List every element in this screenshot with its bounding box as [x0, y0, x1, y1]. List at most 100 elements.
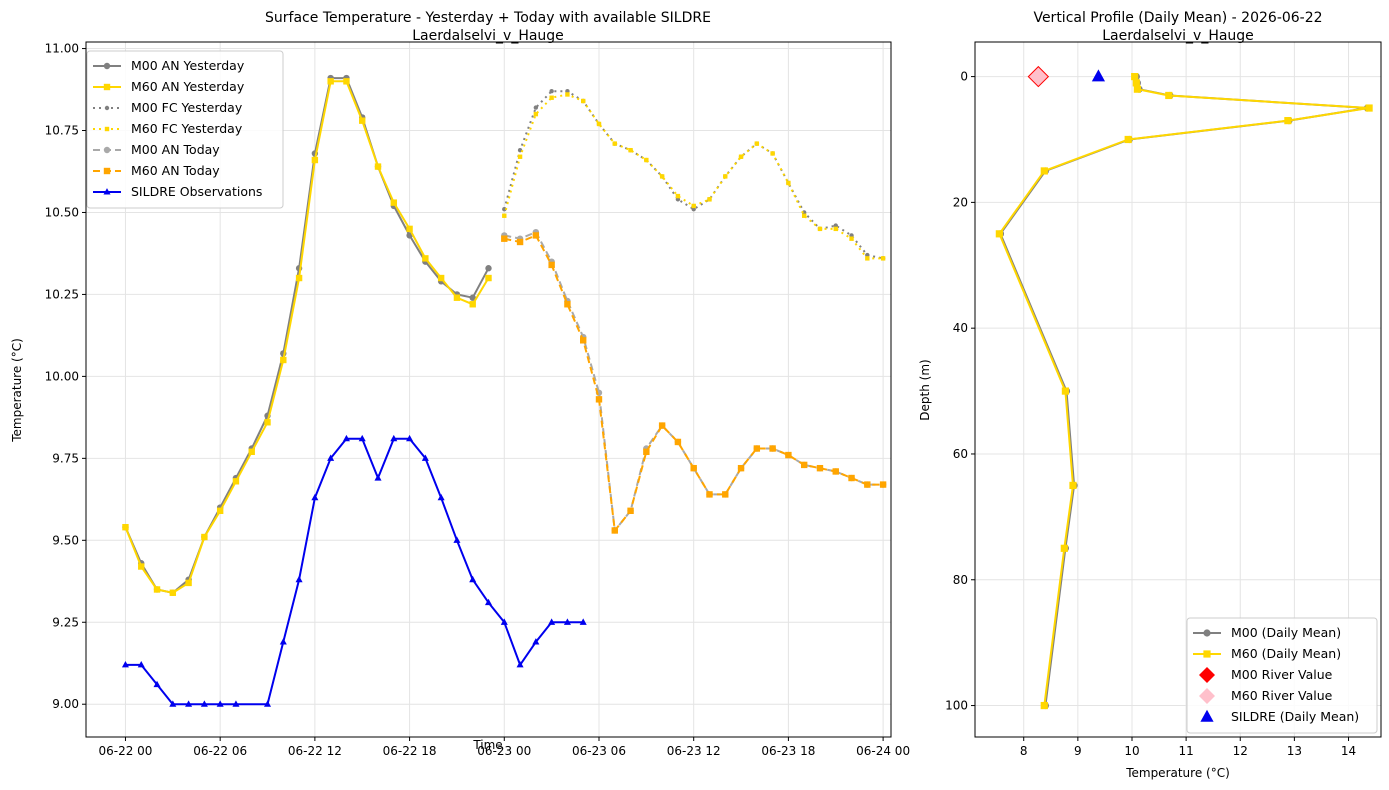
legend-marker [1203, 650, 1211, 658]
data-point [517, 154, 523, 159]
data-point [565, 92, 570, 97]
chart-title: Surface Temperature - Yesterday + Today … [265, 10, 711, 26]
legend-marker [1199, 688, 1215, 704]
data-point [801, 213, 807, 218]
data-point [327, 78, 334, 85]
data-point [1040, 701, 1048, 710]
legend-label: M60 River Value [1231, 688, 1333, 703]
y-tick-label: 9.50 [52, 533, 79, 547]
x-tick-label: 12 [1233, 744, 1248, 758]
data-point [816, 464, 824, 472]
data-point [549, 88, 554, 94]
legend-box [86, 50, 284, 209]
data-point [1133, 85, 1141, 93]
legend-label: M00 FC Yesterday [131, 100, 243, 115]
data-point [690, 464, 697, 472]
data-point [833, 226, 838, 232]
data-point [533, 111, 539, 117]
data-point [532, 232, 540, 239]
data-point [1069, 481, 1077, 490]
legend-marker [103, 188, 111, 195]
data-point [707, 197, 712, 202]
data-point [611, 527, 618, 534]
data-point [564, 301, 571, 308]
data-point [1040, 167, 1048, 175]
data-point [502, 213, 507, 218]
data-point [848, 474, 855, 482]
data-point [549, 95, 554, 100]
data-point [563, 618, 571, 625]
x-tick-label: 06-22 18 [383, 744, 437, 758]
data-point [722, 491, 729, 498]
legend-marker [103, 83, 111, 91]
series-m60-river-value [1027, 65, 1050, 88]
x-tick-label: 06-24 00 [856, 744, 910, 758]
data-point [264, 419, 271, 426]
data-point [453, 294, 461, 301]
data-point [200, 700, 208, 707]
series-m60-an-today [501, 232, 887, 534]
data-point [374, 163, 382, 170]
vertical-profile-chart: 8 9 10 11 12 13 14 0 20 40 60 80 100 Vertical Profil… [918, 10, 1382, 780]
data-point [595, 396, 603, 403]
legend-item: M00 AN Today [93, 142, 220, 157]
data-point [279, 638, 287, 645]
y-axis-label: Depth (m) [918, 359, 932, 420]
data-point [216, 700, 224, 707]
legend-marker [103, 62, 111, 70]
x-tick-label: 06-23 00 [477, 744, 531, 758]
legend-label: M00 AN Today [131, 142, 220, 157]
data-point [1060, 544, 1068, 552]
legend-label: M60 AN Today [131, 163, 220, 178]
data-point [437, 274, 445, 282]
data-point [342, 434, 350, 442]
y-tick-label: 10.75 [45, 124, 79, 138]
data-point [1124, 135, 1132, 144]
data-point [800, 461, 808, 469]
x-axis-label: Time [472, 738, 502, 752]
data-point [153, 680, 161, 688]
data-point [548, 261, 555, 269]
plot-frame [974, 41, 1382, 738]
data-point [706, 491, 713, 498]
data-point [122, 523, 129, 531]
data-point [1165, 91, 1173, 100]
data-point [138, 563, 145, 570]
legend-label: SILDRE Observations [131, 184, 262, 199]
data-point [485, 274, 492, 282]
x-tick-label: 06-22 06 [193, 744, 247, 758]
y-tick-label: 10.50 [45, 205, 79, 219]
data-point [1091, 69, 1106, 82]
legend-box [1186, 617, 1378, 734]
data-point [1365, 104, 1373, 112]
legend-label: M60 (Daily Mean) [1231, 646, 1341, 661]
x-tick-label: 13 [1287, 744, 1302, 758]
legend-marker [103, 167, 111, 175]
data-point [1131, 72, 1139, 81]
data-point [327, 454, 335, 461]
y-axis-label: Temperature (°C) [10, 338, 24, 443]
data-point [421, 454, 429, 461]
legend-item: M60 AN Today [93, 163, 220, 178]
chart-subtitle: Laerdalselvi_v_Hauge [1102, 28, 1254, 44]
data-point [865, 256, 870, 261]
series-m60-fc-yesterday [502, 92, 886, 261]
data-point [786, 180, 791, 186]
legend: M00 AN Yesterday M60 AN Yesterday M00 FC Y… [86, 50, 284, 209]
legend-marker [104, 126, 110, 132]
data-point [532, 638, 540, 645]
legend-item: M60 River Value [1199, 688, 1333, 704]
data-point [753, 445, 761, 452]
data-point [1284, 117, 1292, 125]
legend-marker [103, 146, 111, 154]
data-point [879, 481, 887, 488]
y-tick-label: 80 [953, 573, 968, 587]
data-point [469, 575, 477, 583]
data-point [358, 434, 366, 442]
legend-item: SILDRE (Daily Mean) [1200, 709, 1359, 724]
x-tick-label: 06-22 12 [288, 744, 342, 758]
data-point [737, 464, 745, 472]
data-point [437, 493, 445, 501]
data-point [832, 468, 839, 475]
